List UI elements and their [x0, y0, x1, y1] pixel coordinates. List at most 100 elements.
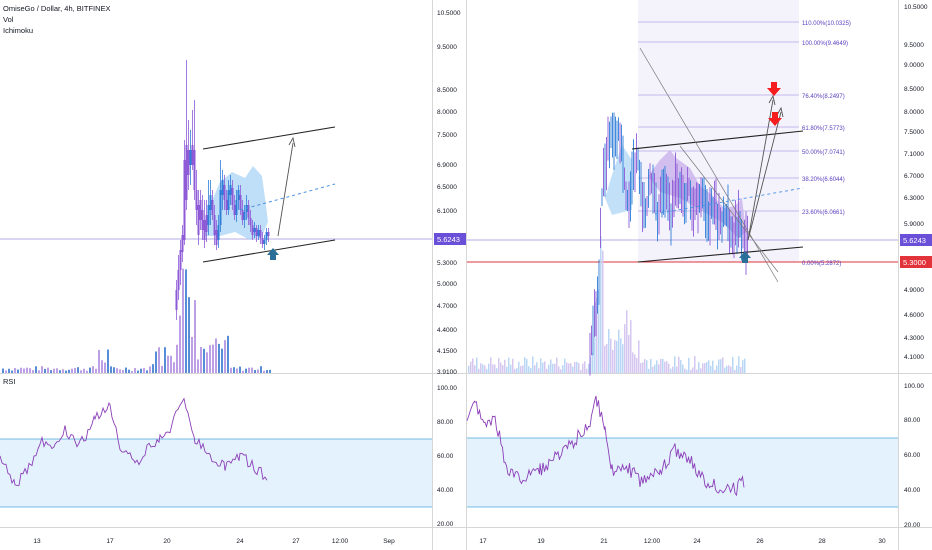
candle-body — [215, 230, 218, 245]
right-arrow-head-2 — [776, 106, 784, 118]
candle-body — [263, 240, 266, 244]
right-projection-1 — [747, 99, 774, 241]
volume-bar — [470, 361, 472, 373]
candle-body — [255, 228, 258, 236]
price-tick-label: 9.5000 — [437, 44, 457, 51]
volume-bar — [140, 368, 142, 373]
volume-bar — [104, 362, 106, 373]
volume-bar — [506, 366, 508, 373]
volume-bar — [538, 368, 540, 373]
candle-body — [183, 160, 186, 240]
volume-bar — [500, 362, 502, 373]
red-down-arrow-icon — [767, 82, 781, 96]
candle-body — [251, 225, 254, 235]
volume-bar — [227, 335, 229, 373]
right-price-badge-text: 5.6243 — [903, 236, 926, 245]
volume-bar — [236, 368, 238, 373]
time-tick-label: 20 — [163, 538, 171, 545]
volume-bar — [576, 361, 578, 373]
volume-bar — [714, 369, 716, 373]
volume-bar — [488, 363, 490, 373]
rsi-tick-label: 20.00 — [437, 521, 454, 528]
volume-bar — [492, 364, 494, 373]
candle-body — [203, 220, 206, 240]
volume-bar — [86, 370, 88, 373]
volume-bar — [682, 364, 684, 373]
volume-bar — [604, 345, 606, 373]
volume-bar — [65, 370, 67, 373]
volume-bar — [706, 362, 708, 373]
right-arrow-head-1 — [768, 94, 776, 106]
volume-bar — [212, 344, 214, 373]
fib-level-label: 50.00%(7.0741) — [802, 150, 845, 156]
right-candles — [589, 112, 748, 376]
candle-body — [193, 150, 196, 190]
volume-bar — [582, 363, 584, 373]
volume-bar — [544, 361, 546, 373]
price-tick-label: 10.5000 — [904, 4, 928, 11]
fib-level-label: 110.00%(10.0325) — [802, 21, 851, 27]
candle-body — [253, 228, 256, 232]
volume-bar — [744, 358, 746, 373]
volume-bar — [478, 368, 480, 373]
volume-bar — [239, 366, 241, 373]
candle-body — [235, 200, 238, 215]
left-price-badge-text: 5.6243 — [437, 235, 460, 244]
candle-body — [187, 150, 190, 175]
volume-bar — [122, 369, 124, 373]
volume-bar — [690, 369, 692, 373]
study-ichimoku-label: Ichimoku — [3, 26, 33, 35]
volume-bar — [562, 365, 564, 373]
candle-body — [223, 185, 226, 200]
candle-body — [227, 190, 230, 210]
volume-bar — [134, 368, 136, 373]
volume-bar — [518, 361, 520, 373]
volume-bar — [528, 366, 530, 373]
volume-bar — [638, 340, 640, 373]
volume-bar — [692, 367, 694, 373]
volume-bar — [260, 366, 262, 373]
volume-bar — [524, 357, 526, 373]
volume-bar — [738, 356, 740, 373]
support-badge-text: 5.3000 — [903, 258, 926, 267]
volume-bar — [20, 367, 22, 373]
price-tick-label: 7.1000 — [904, 151, 924, 158]
volume-bar — [698, 362, 700, 373]
volume-bar — [700, 368, 702, 373]
volume-bar — [164, 347, 166, 373]
volume-bar — [580, 369, 582, 373]
volume-bar — [98, 349, 100, 373]
volume-bar — [50, 370, 52, 373]
rsi-tick-label: 100.00 — [437, 385, 457, 392]
volume-bar — [590, 356, 592, 373]
candle-body — [247, 205, 250, 218]
volume-bar — [662, 358, 664, 373]
rsi-tick-label: 80.00 — [904, 417, 921, 424]
volume-bar — [526, 358, 528, 373]
volume-bar — [716, 365, 718, 373]
volume-bar — [696, 369, 698, 373]
volume-bar — [5, 370, 7, 373]
volume-bar — [68, 369, 70, 373]
volume-bar — [540, 358, 542, 373]
volume-bar — [712, 360, 714, 373]
fib-level-label: 76.40%(8.2497) — [802, 94, 845, 100]
candle-body — [199, 200, 202, 220]
rsi-tick-label: 40.00 — [437, 487, 454, 494]
volume-bar — [622, 344, 624, 373]
volume-bar — [158, 347, 160, 373]
left-channel-bottom — [202, 239, 336, 263]
volume-bar — [710, 365, 712, 373]
volume-bar — [185, 269, 187, 373]
volume-bar — [666, 361, 668, 373]
volume-bar — [616, 340, 618, 373]
candle-body — [261, 238, 264, 244]
price-tick-label: 5.3000 — [437, 260, 457, 267]
volume-bar — [476, 357, 478, 373]
volume-bar — [728, 365, 730, 373]
candle-body — [201, 210, 204, 230]
right-diag-1 — [639, 47, 779, 283]
volume-bar — [53, 368, 55, 373]
volume-bar — [668, 363, 670, 373]
left-price-axis: 10.5000 9.5000 8.5000 8.0000 7.5000 6.9000 6.5… — [437, 10, 461, 376]
